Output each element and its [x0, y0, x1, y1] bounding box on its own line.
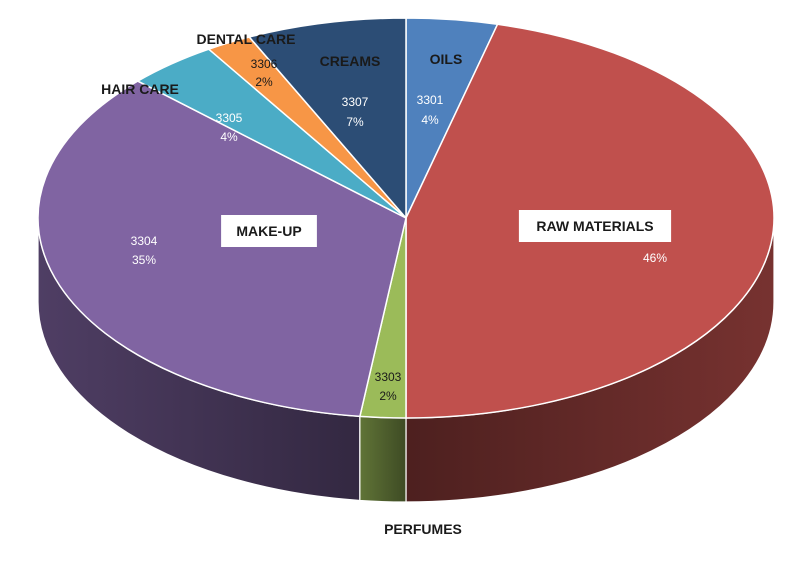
code-label-creams: 3307	[342, 95, 369, 109]
pie-slice-creams	[247, 17, 407, 221]
category-label-raw_materials: RAW MATERIALS	[536, 218, 653, 234]
percent-label-raw_materials: 46%	[643, 251, 667, 265]
pie-side-perfumes	[359, 415, 407, 503]
label-box-make_up	[221, 215, 317, 247]
pie-top	[37, 17, 775, 419]
code-label-hair_care: 3305	[216, 111, 243, 125]
category-label-make_up: MAKE-UP	[236, 223, 301, 239]
category-label-hair_care: HAIR CARE	[101, 81, 179, 97]
code-label-oils: 3301	[417, 93, 444, 107]
category-label-oils: OILS	[430, 51, 463, 67]
percent-label-perfumes: 2%	[379, 389, 397, 403]
code-label-perfumes: 3303	[375, 370, 402, 384]
category-label-creams: CREAMS	[320, 53, 381, 69]
percent-label-creams: 7%	[346, 115, 364, 129]
percent-label-oils: 4%	[421, 113, 439, 127]
label-box-raw_materials	[518, 210, 672, 242]
code-label-dental_care: 3306	[251, 57, 278, 71]
percent-label-make_up: 35%	[132, 253, 156, 267]
percent-label-hair_care: 4%	[220, 130, 238, 144]
category-label-dental_care: DENTAL CARE	[196, 31, 295, 47]
pie-slice-make_up	[37, 80, 407, 418]
pie-labels: OILS 3301 4% RAW MATERIALS 46% PERFUMES 3303 2%…	[101, 31, 672, 537]
code-label-make_up: 3304	[131, 234, 158, 248]
percent-label-dental_care: 2%	[255, 75, 273, 89]
category-label-perfumes: PERFUMES	[384, 521, 462, 537]
